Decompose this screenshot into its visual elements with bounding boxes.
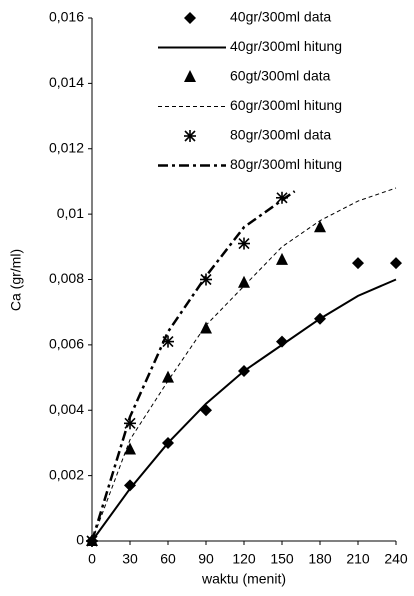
- x-tick-label: 210: [346, 551, 370, 567]
- y-tick-label: 0,014: [49, 74, 84, 90]
- y-tick-label: 0,008: [49, 270, 84, 286]
- asterisk-stroke: [238, 237, 250, 250]
- x-tick-label: 90: [198, 551, 214, 567]
- legend-marker: [184, 130, 196, 142]
- asterisk-marker: [238, 237, 250, 250]
- diamond-marker: [124, 479, 136, 492]
- triangle-marker: [124, 442, 136, 455]
- asterisk-stroke: [162, 336, 174, 348]
- y-tick-label: 0,016: [49, 9, 84, 25]
- diamond-marker: [200, 404, 212, 417]
- legend-label: 40gr/300ml hitung: [230, 38, 342, 54]
- legend-marker: [184, 70, 196, 82]
- x-tick-label: 0: [88, 551, 96, 567]
- x-tick-label: 240: [384, 551, 408, 567]
- asterisk-stroke: [276, 192, 288, 204]
- y-tick-label: 0,004: [49, 401, 84, 417]
- x-tick-label: 150: [270, 551, 294, 567]
- x-axis-title: waktu (menit): [201, 571, 286, 587]
- triangle-marker: [276, 252, 288, 265]
- y-tick-label: 0,006: [49, 336, 84, 352]
- diamond-marker: [276, 335, 288, 348]
- triangle-marker: [200, 321, 212, 334]
- y-tick-label: 0: [76, 532, 84, 548]
- asterisk-stroke: [184, 130, 196, 142]
- y-axis-title: Ca (gr/ml): [8, 249, 24, 311]
- diamond-marker: [390, 257, 402, 270]
- legend-label: 40gr/300ml data: [230, 9, 331, 25]
- triangle-marker: [162, 370, 174, 383]
- legend-label: 80gr/300ml hitung: [230, 156, 342, 172]
- series-line: [91, 278, 397, 542]
- triangle-marker: [238, 275, 250, 288]
- legend-label: 60gt/300ml data: [230, 68, 331, 84]
- x-tick-label: 120: [232, 551, 256, 567]
- legend-label: 60gr/300ml hitung: [230, 97, 342, 113]
- x-tick-label: 30: [122, 551, 138, 567]
- x-tick-label: 180: [308, 551, 332, 567]
- x-tick-label: 60: [160, 551, 176, 567]
- triangle-marker: [314, 220, 326, 233]
- series-line: [91, 187, 397, 542]
- legend-label: 80gr/300ml data: [230, 127, 331, 143]
- asterisk-marker: [200, 273, 212, 286]
- y-tick-label: 0,01: [57, 205, 84, 221]
- legend-marker: [184, 12, 196, 24]
- y-tick-label: 0,012: [49, 139, 84, 155]
- y-tick-label: 0,002: [49, 466, 84, 482]
- series-line: [90, 190, 296, 542]
- diamond-marker: [352, 257, 364, 270]
